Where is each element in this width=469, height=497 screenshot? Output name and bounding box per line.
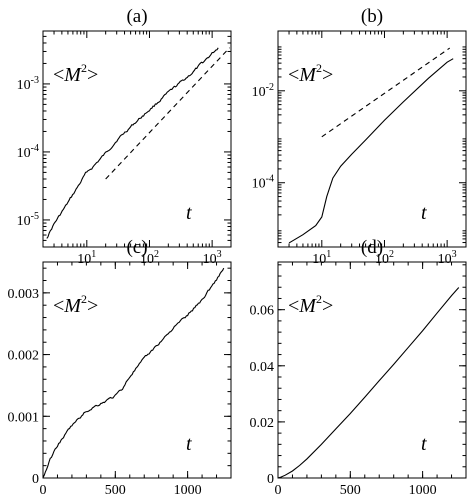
y-tick-label: 0 (267, 472, 274, 487)
quantity-open: < (288, 295, 299, 317)
quantity-close: > (87, 295, 98, 317)
quantity-symbol: M (63, 64, 82, 86)
panel-label: (c) (126, 237, 147, 258)
x-tick-label: 500 (340, 483, 361, 497)
series-line (43, 267, 225, 478)
quantity-label: <M2> (53, 61, 98, 86)
reference-line (105, 47, 230, 180)
quantity-label: <M2> (288, 292, 333, 317)
panel-c: (c) 0 500 1000 0 0.001 0.002 0.003 <M2> t (8, 237, 232, 497)
panel-label: (d) (361, 237, 383, 258)
y-tick-label: 0 (32, 472, 39, 487)
x-variable-label: t (421, 433, 427, 455)
x-tick-label: 102 (140, 249, 159, 267)
x-tick-label: 102 (375, 249, 394, 267)
reference-line (321, 47, 451, 138)
quantity-sup: 2 (81, 61, 87, 75)
x-tick-label: 0 (275, 483, 282, 497)
x-variable-label: t (186, 433, 192, 455)
series-line (278, 287, 460, 478)
x-variable-label: t (421, 202, 427, 224)
quantity-symbol: M (63, 295, 82, 317)
plot-frame (42, 261, 232, 479)
y-tick-label: 10-5 (17, 211, 39, 229)
x-tick-label: 1000 (174, 483, 202, 497)
panel-b: (b) 101 102 103 10-4 10-2 <M2> t (252, 6, 467, 267)
x-tick-label: 103 (438, 249, 457, 267)
series-line (288, 58, 454, 244)
plot-frame (42, 30, 232, 248)
x-tick-label: 103 (203, 249, 222, 267)
y-tick-label: 10-2 (252, 82, 274, 100)
plot-frame (277, 261, 467, 479)
y-tick-label: 0.02 (250, 416, 275, 431)
x-tick-label: 1000 (409, 483, 437, 497)
y-tick-label: 0.04 (250, 360, 275, 375)
quantity-close: > (322, 64, 333, 86)
quantity-sup: 2 (316, 292, 322, 306)
quantity-open: < (53, 64, 64, 86)
series-line (46, 47, 219, 239)
quantity-label: <M2> (53, 292, 98, 317)
y-tick-label: 10-4 (252, 174, 274, 192)
quantity-symbol: M (298, 295, 317, 317)
x-tick-label: 101 (312, 249, 331, 267)
panel-d: (d) 0 500 1000 0 0.02 0.04 0.06 <M2> t (250, 237, 467, 497)
panel-a: (a) 101 102 103 10-5 10-4 10-3 <M2> t (17, 6, 232, 267)
quantity-open: < (288, 64, 299, 86)
quantity-open: < (53, 295, 64, 317)
x-variable-label: t (186, 202, 192, 224)
quantity-sup: 2 (81, 292, 87, 306)
y-tick-label: 0.001 (8, 410, 40, 425)
quantity-close: > (322, 295, 333, 317)
quantity-symbol: M (298, 64, 317, 86)
quantity-close: > (87, 64, 98, 86)
quantity-sup: 2 (316, 61, 322, 75)
y-tick-label: 0.002 (8, 349, 40, 364)
panel-label: (b) (361, 6, 383, 27)
y-tick-label: 10-4 (17, 143, 39, 161)
quantity-label: <M2> (288, 61, 333, 86)
panel-label: (a) (126, 6, 147, 27)
y-tick-label: 10-3 (17, 75, 39, 93)
x-tick-label: 500 (105, 483, 126, 497)
y-tick-label: 0.003 (8, 287, 40, 302)
y-tick-label: 0.06 (250, 304, 275, 319)
x-tick-label: 0 (40, 483, 47, 497)
x-tick-label: 101 (77, 249, 96, 267)
